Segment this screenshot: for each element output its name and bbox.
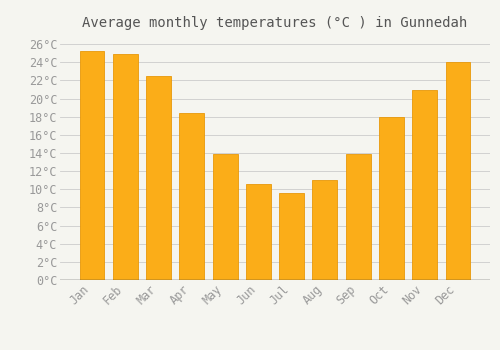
- Bar: [113, 54, 138, 280]
- Bar: [180, 113, 204, 280]
- Bar: [446, 62, 470, 280]
- Bar: [80, 51, 104, 280]
- Bar: [279, 193, 304, 280]
- Bar: [212, 154, 238, 280]
- Bar: [246, 184, 271, 280]
- Title: Average monthly temperatures (°C ) in Gunnedah: Average monthly temperatures (°C ) in Gu…: [82, 16, 468, 30]
- Bar: [412, 90, 437, 280]
- Bar: [312, 180, 338, 280]
- Bar: [379, 117, 404, 280]
- Bar: [346, 154, 370, 280]
- Bar: [146, 76, 171, 280]
